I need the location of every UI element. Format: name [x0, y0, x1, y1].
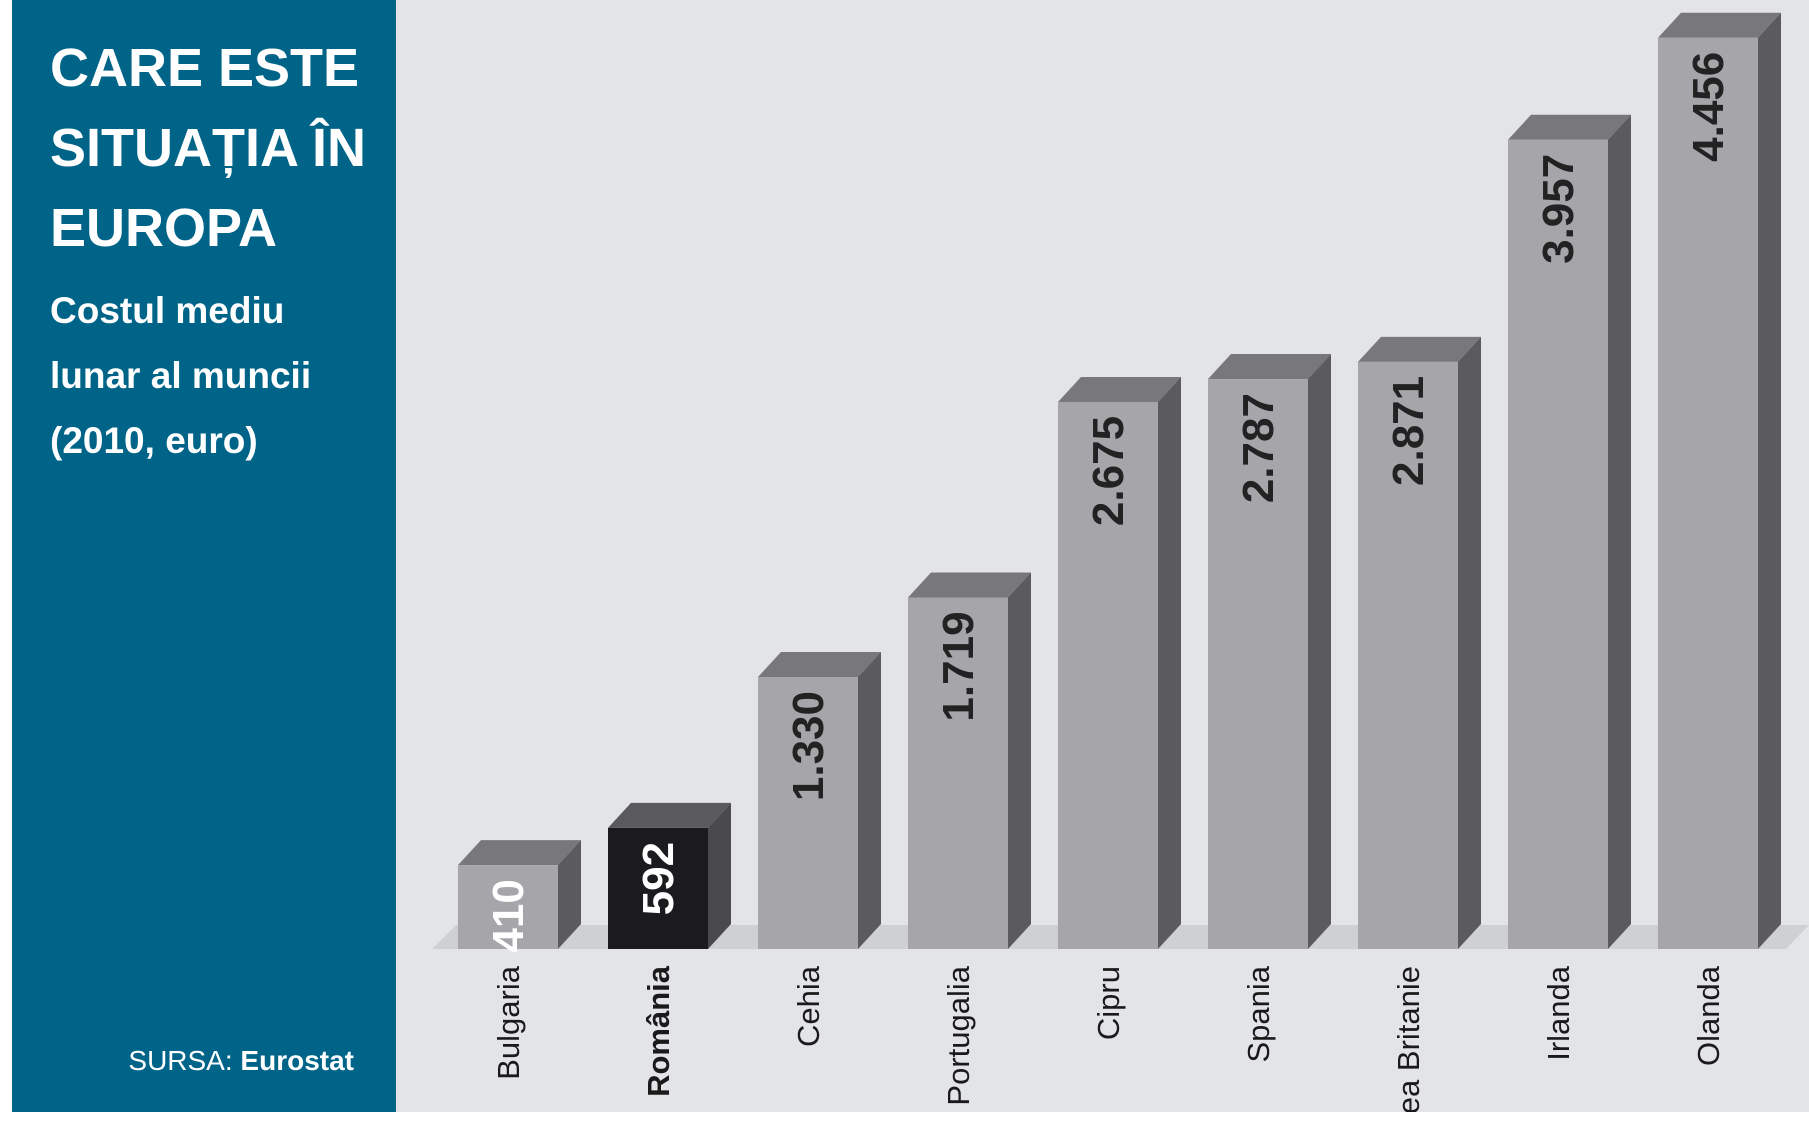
bar: [458, 865, 558, 949]
value-label: 1.330: [784, 691, 833, 801]
bar-side: [708, 802, 731, 949]
bar: [758, 677, 858, 949]
bar: [1208, 379, 1308, 950]
bar-side: [1308, 354, 1331, 950]
x-tick-label: Olanda: [1691, 965, 1726, 1066]
bar-top: [908, 572, 1031, 598]
source: SURSA: Eurostat: [128, 1045, 354, 1077]
bar-top: [1358, 336, 1481, 362]
bar-side: [1458, 336, 1481, 949]
bar: [1508, 139, 1608, 949]
bar: [608, 827, 708, 949]
side-panel: CARE ESTE SITUAȚIA ÎN EUROPA Costul medi…: [12, 0, 396, 1112]
bar-side: [1008, 572, 1031, 949]
value-label: 1.719: [934, 611, 983, 721]
bar: [1658, 37, 1758, 950]
value-label: 2.871: [1384, 376, 1433, 486]
x-tick-label: România: [641, 965, 676, 1097]
bar: [1358, 361, 1458, 949]
x-tick-label: Spania: [1241, 965, 1276, 1062]
value-label: 2.787: [1234, 393, 1283, 503]
value-label: 592: [634, 842, 683, 915]
bar: [908, 597, 1008, 949]
bar-side: [858, 652, 881, 949]
chart: 410 Bulgaria 592 România 1.330 Cehia 1.719 Port…: [396, 0, 1809, 1112]
chart-subtitle: Costul mediu lunar al muncii (2010, euro…: [50, 290, 312, 461]
value-label: 4.456: [1684, 52, 1733, 162]
value-label: 2.675: [1084, 416, 1133, 526]
bar-side: [1158, 376, 1181, 949]
bar-top: [1658, 12, 1781, 38]
bar-top: [458, 840, 581, 866]
bar-side: [1758, 12, 1781, 950]
x-tick-label: Portugalia: [941, 965, 976, 1105]
source-name: Eurostat: [240, 1045, 354, 1076]
x-tick-label: Cipru: [1091, 966, 1126, 1040]
source-label: SURSA:: [128, 1045, 233, 1076]
x-tick-label: Irlanda: [1541, 965, 1576, 1061]
x-tick-label: Cehia: [791, 965, 826, 1047]
bar-top: [608, 802, 731, 828]
x-tick-label: Bulgaria: [491, 965, 526, 1079]
bar-side: [558, 840, 581, 949]
x-tick-label: Marea Britanie: [1391, 966, 1426, 1112]
value-label: 3.957: [1534, 154, 1583, 264]
bar: [1058, 401, 1158, 949]
bar-top: [1508, 114, 1631, 140]
bar-top: [1208, 354, 1331, 380]
bar-side: [1608, 114, 1631, 949]
chart-title: CARE ESTE SITUAȚIA ÎN EUROPA: [50, 38, 366, 258]
bar-top: [1058, 376, 1181, 402]
bar-top: [758, 652, 881, 678]
value-label: 410: [484, 879, 533, 952]
